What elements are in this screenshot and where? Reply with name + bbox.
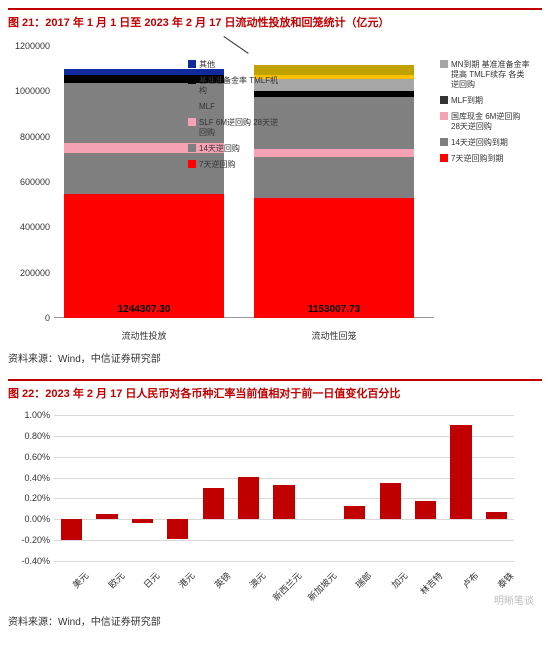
chart-21-ytick: 600000: [8, 177, 50, 187]
chart-21-segment: [64, 194, 224, 318]
chart-22-gridline: [54, 415, 514, 416]
chart-21-legend-item: SLF 6M逆回购 28天逆回购: [188, 118, 279, 138]
chart-22-gridline: [54, 457, 514, 458]
chart-21-ytick: 200000: [8, 268, 50, 278]
chart-22: 明晰笔谈 -0.40%-0.20%0.00%0.20%0.40%0.60%0.8…: [8, 407, 542, 609]
legend-label: MLF: [199, 102, 215, 112]
chart-22-xlabel: 瑞郎: [337, 569, 374, 606]
chart-22-gridline: [54, 561, 514, 562]
legend-label: 7天逆回购: [199, 160, 235, 170]
chart-22-xlabel: 港元: [160, 569, 197, 606]
chart-22-bar: [203, 488, 224, 519]
figure-22-source: 资料来源：Wind，中信证券研究部: [8, 609, 542, 628]
chart-22-xlabel: 澳元: [231, 569, 268, 606]
legend-label: 国库现金 6M逆回购 28天逆回购: [451, 112, 531, 132]
legend-label: 基准准备金率 TMLF机构: [199, 76, 279, 96]
legend-label: 14天逆回购到期: [451, 138, 508, 148]
legend-label: MLF到期: [451, 96, 483, 106]
chart-21-data-label: 1244307.30: [64, 304, 224, 315]
chart-21-legend-item: 14天逆回购到期: [440, 138, 531, 148]
chart-21-legend-item: MN到期 基准准备金率提高 TMLF续存 各类逆回购: [440, 60, 531, 90]
chart-22-ytick: -0.20%: [8, 535, 50, 545]
chart-22-xlabel: 新加坡元: [302, 569, 339, 606]
chart-21-ytick: 1000000: [8, 86, 50, 96]
legend-swatch: [440, 96, 448, 104]
legend-swatch: [188, 118, 196, 126]
figure-21-title: 图 21：2017 年 1 月 1 日至 2023 年 2 月 17 日流动性投…: [8, 10, 542, 36]
chart-22-bar: [450, 425, 471, 519]
chart-21-segment: [254, 198, 414, 318]
chart-21-xlabel: 流动性回笼: [254, 329, 414, 342]
chart-21-data-label: 1153007.73: [254, 304, 414, 315]
chart-21-ytick: 0: [8, 313, 50, 323]
chart-22-bar: [380, 483, 401, 520]
legend-label: 其他: [199, 60, 215, 70]
figure-22-title: 图 22：2023 年 2 月 17 日人民币对各币种汇率当前值相对于前一日值变…: [8, 381, 542, 407]
legend-swatch: [440, 112, 448, 120]
legend-swatch: [188, 160, 196, 168]
legend-swatch: [440, 60, 448, 68]
chart-22-ytick: 0.60%: [8, 452, 50, 462]
chart-22-gridline: [54, 478, 514, 479]
chart-22-ytick: -0.40%: [8, 556, 50, 566]
chart-21: 1244307.30 1153007.73 0 200000 400000 600000…: [8, 36, 542, 346]
chart-21-legend: MN到期 基准准备金率提高 TMLF续存 各类逆回购 MLF到期国库现金 6M逆回…: [440, 60, 531, 170]
chart-21-xlabel: 流动性投放: [64, 329, 224, 342]
legend-swatch: [188, 76, 196, 84]
legend-label: 7天逆回购到期: [451, 154, 503, 164]
chart-22-xlabel: 新西兰元: [266, 569, 303, 606]
chart-21-ytick: 800000: [8, 132, 50, 142]
chart-22-bar: [415, 501, 436, 520]
legend-label: 14天逆回购: [199, 144, 240, 154]
chart-22-ytick: 1.00%: [8, 410, 50, 420]
chart-22-bar: [344, 506, 365, 520]
chart-22-gridline: [54, 436, 514, 437]
figure-21-source: 资料来源：Wind，中信证券研究部: [8, 346, 542, 365]
chart-22-xlabel: 林吉特: [408, 569, 445, 606]
legend-swatch: [440, 154, 448, 162]
chart-22-bar: [273, 485, 294, 519]
chart-21-ytick: 400000: [8, 222, 50, 232]
chart-22-bar: [96, 514, 117, 519]
chart-21-ytick: 1200000: [8, 41, 50, 51]
chart-21-legend: 其他基准准备金率 TMLF机构 MLF SLF 6M逆回购 28天逆回购 14天逆回购…: [188, 60, 279, 176]
chart-22-gridline: [54, 519, 514, 520]
legend-swatch: [440, 138, 448, 146]
legend-swatch: [188, 60, 196, 68]
chart-22-xlabel: 加元: [372, 569, 409, 606]
chart-22-ytick: 0.00%: [8, 514, 50, 524]
legend-label: MN到期 基准准备金率提高 TMLF续存 各类逆回购: [451, 60, 531, 90]
chart-22-xlabel: 卢布: [443, 569, 480, 606]
chart-21-legend-item: MLF到期: [440, 96, 531, 106]
figure-21-block: 图 21：2017 年 1 月 1 日至 2023 年 2 月 17 日流动性投…: [8, 8, 542, 365]
chart-22-bar: [61, 519, 82, 540]
chart-22-plot: [54, 415, 514, 561]
chart-22-bar: [132, 519, 153, 523]
chart-22-gridline: [54, 540, 514, 541]
chart-22-xlabel: 日元: [125, 569, 162, 606]
chart-22-ytick: 0.80%: [8, 431, 50, 441]
legend-swatch: [188, 144, 196, 152]
legend-label: SLF 6M逆回购 28天逆回购: [199, 118, 279, 138]
chart-21-legend-item: MLF: [188, 102, 279, 112]
chart-22-bar: [486, 512, 507, 519]
chart-21-legend-item: 14天逆回购: [188, 144, 279, 154]
chart-22-bar: [167, 519, 188, 539]
chart-22-xlabel: 欧元: [89, 569, 126, 606]
chart-22-bar: [238, 477, 259, 520]
legend-swatch: [188, 102, 196, 110]
chart-22-ytick: 0.40%: [8, 473, 50, 483]
chart-21-legend-item: 7天逆回购: [188, 160, 279, 170]
figure-22-block: 图 22：2023 年 2 月 17 日人民币对各币种汇率当前值相对于前一日值变…: [8, 379, 542, 628]
chart-22-xlabel: 美元: [54, 569, 91, 606]
chart-22-ytick: 0.20%: [8, 493, 50, 503]
chart-22-xlabel: 英镑: [196, 569, 233, 606]
chart-21-legend-item: 7天逆回购到期: [440, 154, 531, 164]
chart-21-legend-item: 其他: [188, 60, 279, 70]
chart-21-legend-item: 国库现金 6M逆回购 28天逆回购: [440, 112, 531, 132]
chart-21-legend-item: 基准准备金率 TMLF机构: [188, 76, 279, 96]
